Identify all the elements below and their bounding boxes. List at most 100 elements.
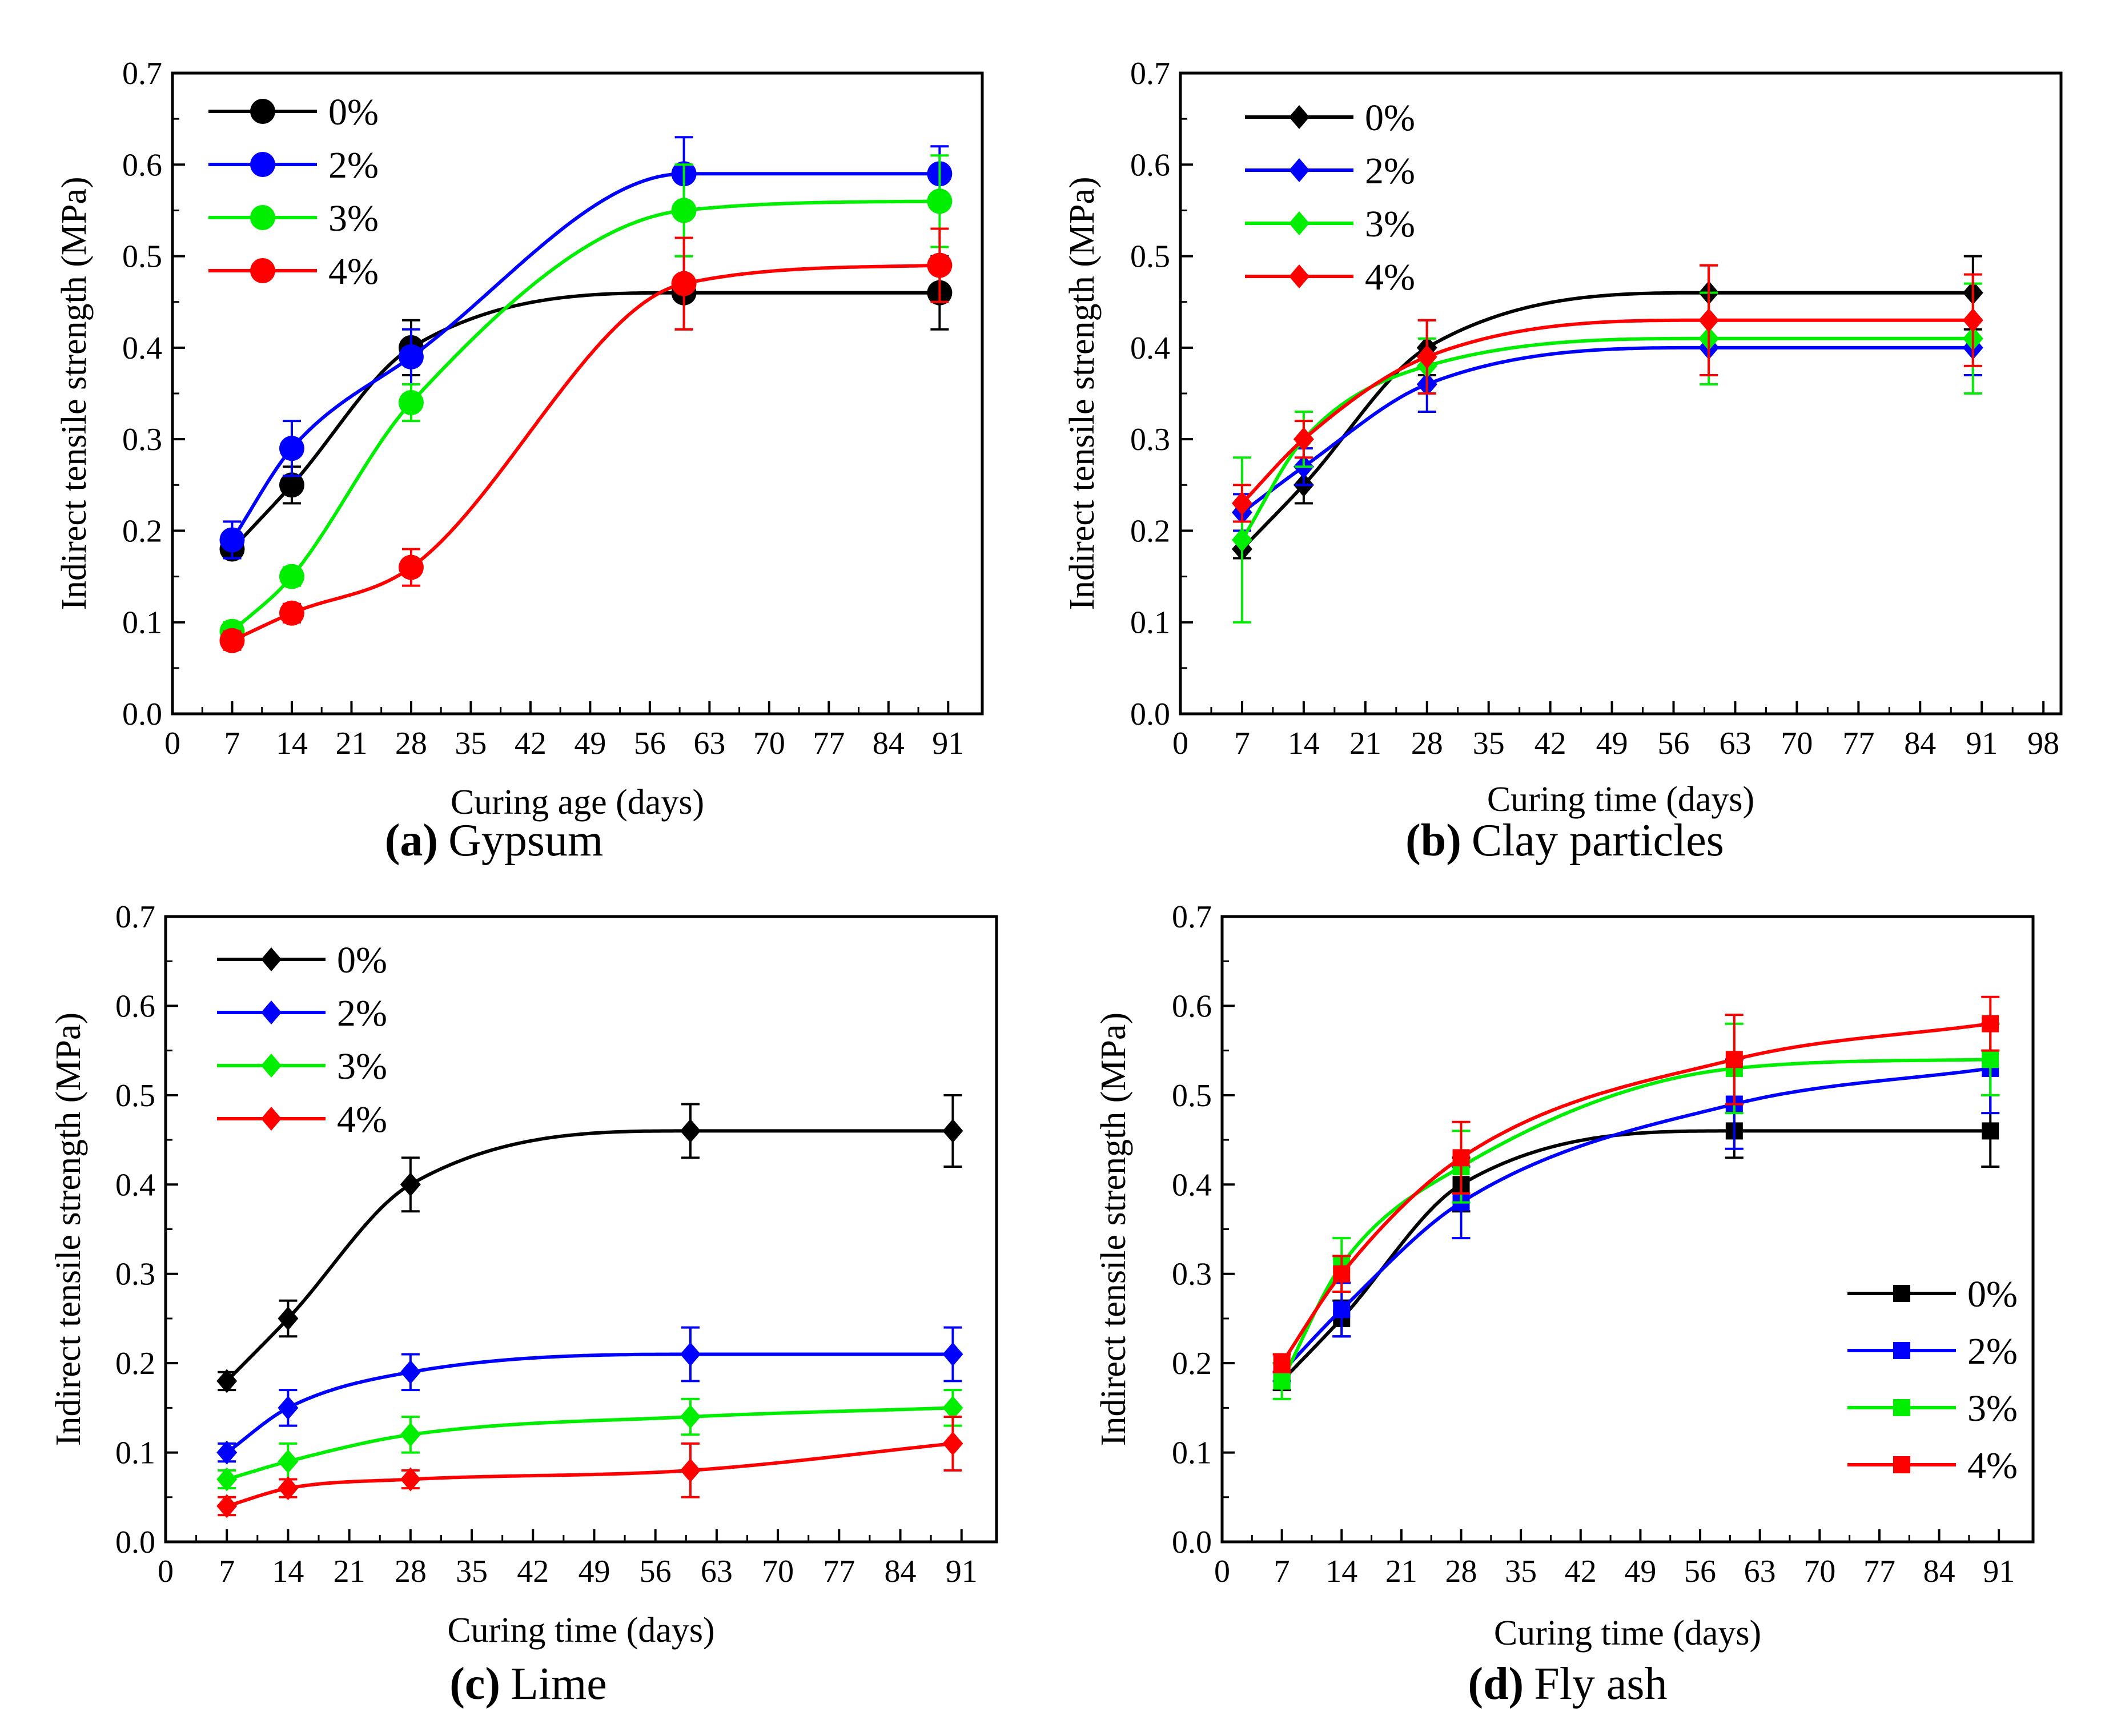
legend-marker xyxy=(261,1000,282,1024)
y-tick-label: 0.0 xyxy=(1130,697,1170,732)
data-point xyxy=(279,472,304,498)
caption-b-text: Clay particles xyxy=(1472,815,1724,866)
x-tick-label: 0 xyxy=(1172,726,1188,761)
y-axis-title: Indirect tensile strength (MPa) xyxy=(1063,176,1102,610)
data-point xyxy=(1273,1355,1291,1372)
data-point xyxy=(219,628,245,653)
data-point xyxy=(1725,1051,1743,1068)
legend-marker xyxy=(1289,264,1309,288)
x-tick-label: 91 xyxy=(1966,726,1998,761)
y-axis-title: Indirect tensile strength (MPa) xyxy=(55,176,94,610)
plot-frame xyxy=(1220,915,2035,1544)
x-tick-label: 0 xyxy=(164,726,180,761)
data-point xyxy=(1982,1122,1999,1140)
series-2-pct xyxy=(1272,1022,2000,1383)
x-tick-label: 77 xyxy=(1863,1554,1895,1589)
legend-label: 4% xyxy=(337,1099,387,1140)
caption-d-letter: (d) xyxy=(1468,1659,1524,1709)
legend-marker xyxy=(250,258,275,283)
y-tick-label: 0.7 xyxy=(1130,56,1170,91)
y-tick-label: 0.3 xyxy=(1172,1257,1212,1292)
x-tick-label: 7 xyxy=(1234,726,1250,761)
data-point xyxy=(1231,528,1252,552)
x-tick-label: 42 xyxy=(515,726,547,761)
data-point xyxy=(1982,1051,1999,1068)
legend-marker xyxy=(1893,1285,1910,1302)
x-tick-label: 42 xyxy=(1565,1554,1597,1589)
data-point xyxy=(278,1449,299,1474)
x-tick-label: 56 xyxy=(640,1554,672,1589)
y-axis-title: Indirect tensile strength (MPa) xyxy=(1094,1012,1133,1446)
x-tick-label: 56 xyxy=(634,726,666,761)
series-line xyxy=(1280,1022,1991,1364)
legend-label: 2% xyxy=(1967,1331,2018,1372)
data-point xyxy=(1333,1265,1351,1283)
y-tick-label: 0.6 xyxy=(122,147,162,183)
series-3-pct xyxy=(1231,282,1983,624)
data-point xyxy=(400,1360,421,1384)
legend-label: 3% xyxy=(1967,1388,2018,1429)
x-tick-label: 98 xyxy=(2027,726,2059,761)
series-line xyxy=(231,199,940,633)
data-point xyxy=(400,1467,421,1492)
x-tick-label: 63 xyxy=(1719,726,1751,761)
series-line xyxy=(1280,1066,1991,1373)
y-tick-label: 0.6 xyxy=(115,988,155,1024)
data-point xyxy=(400,1422,421,1447)
caption-c-text: Lime xyxy=(511,1659,607,1709)
x-tick-label: 0 xyxy=(1214,1554,1230,1589)
series-line xyxy=(226,1406,953,1481)
x-axis-title: Curing time (days) xyxy=(1494,1614,1761,1653)
panel-fly-ash: 0 7 14 21 28 35 42 49 56 63 70 77 84 91 0.0 0.1 0.2 0.3 0.… xyxy=(1094,899,2035,1653)
y-tick-label: 0.0 xyxy=(122,697,162,732)
caption-c: (c) Lime xyxy=(449,1659,607,1709)
x-tick-label: 14 xyxy=(1288,726,1320,761)
x-tick-label: 42 xyxy=(1534,726,1566,761)
series-line xyxy=(226,1129,953,1383)
series-line xyxy=(1280,1058,1991,1382)
series-0-pct xyxy=(219,255,953,562)
y-tick-label: 0.1 xyxy=(122,605,162,641)
data-point xyxy=(680,1342,701,1367)
legend-marker xyxy=(261,947,282,971)
y-tick-label: 0.2 xyxy=(1172,1346,1212,1381)
data-point xyxy=(216,1494,238,1518)
legend-label: 0% xyxy=(1967,1273,2018,1315)
data-point xyxy=(1982,1015,1999,1032)
x-tick-label: 28 xyxy=(1445,1554,1477,1589)
caption-b-letter: (b) xyxy=(1405,815,1461,866)
y-tick-label: 0.4 xyxy=(122,331,162,366)
x-tick-label: 77 xyxy=(813,726,845,761)
x-tick-label: 35 xyxy=(456,1554,488,1589)
caption-a-letter: (a) xyxy=(385,815,438,866)
series-0-pct xyxy=(216,1094,963,1393)
series-2-pct xyxy=(216,1326,963,1465)
data-point xyxy=(927,188,953,214)
data-point xyxy=(671,271,697,296)
series-2-pct xyxy=(1231,319,1983,532)
x-tick-label: 21 xyxy=(335,726,367,761)
y-tick-label: 0.4 xyxy=(115,1167,155,1203)
y-tick-label: 0.1 xyxy=(1172,1436,1212,1471)
legend-label: 2% xyxy=(337,992,387,1034)
legend-label: 4% xyxy=(1967,1445,2018,1486)
panel-clay-particles: 0 7 14 21 28 35 42 49 56 63 70 77 84 91 98 0.0 0.1 0.2 0.3… xyxy=(1063,56,2063,819)
x-tick-label: 49 xyxy=(1624,1554,1656,1589)
x-tick-label: 84 xyxy=(885,1554,917,1589)
series-4-pct xyxy=(1231,264,1983,523)
legend: 0% 2% 3% 4% xyxy=(208,91,379,292)
series-0-pct xyxy=(1231,255,1983,561)
data-point xyxy=(219,527,245,553)
series-0-pct xyxy=(1272,1094,2000,1392)
x-tick-label: 63 xyxy=(693,726,725,761)
series-line xyxy=(1240,291,1973,550)
series-line xyxy=(226,1441,953,1508)
data-point xyxy=(398,390,424,416)
y-axis-title: Indirect tensile strength (MPa) xyxy=(49,1012,88,1446)
y-tick-label: 0.0 xyxy=(1172,1525,1212,1560)
legend-marker xyxy=(1893,1456,1910,1473)
series-line xyxy=(230,172,940,541)
x-tick-label: 28 xyxy=(395,1554,427,1589)
x-tick-label: 14 xyxy=(272,1554,304,1589)
